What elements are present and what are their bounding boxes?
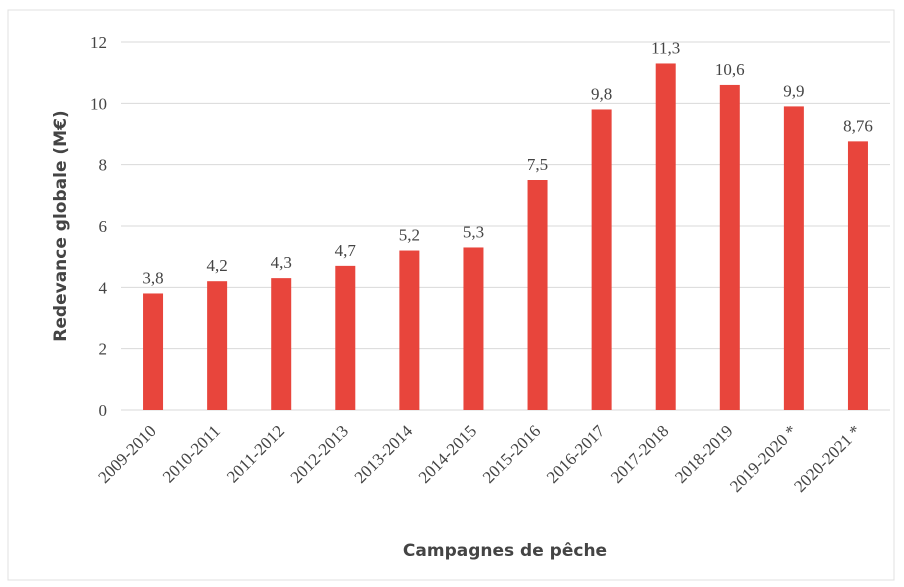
bar <box>463 247 484 410</box>
x-axis-title: Campagnes de pêche <box>403 541 607 561</box>
y-tick-label: 2 <box>99 340 108 359</box>
value-label: 11,3 <box>651 38 680 57</box>
y-tick-label: 6 <box>99 217 108 236</box>
bar <box>143 293 164 410</box>
bar <box>591 109 612 410</box>
bar <box>527 180 548 410</box>
value-label: 9,9 <box>783 81 804 100</box>
value-label: 4,2 <box>207 256 228 275</box>
bar <box>719 84 740 410</box>
value-label: 9,8 <box>591 84 612 103</box>
value-label: 10,6 <box>715 60 745 79</box>
y-tick-label: 0 <box>99 401 108 420</box>
y-axis-title: Redevance globale (M€) <box>51 110 71 341</box>
chart-frame <box>7 9 895 581</box>
y-tick-label: 4 <box>99 278 108 297</box>
bar <box>655 63 676 410</box>
value-label: 4,3 <box>271 253 292 272</box>
bar <box>335 265 356 410</box>
value-label: 5,2 <box>399 226 420 245</box>
bar <box>207 281 228 410</box>
value-label: 7,5 <box>527 155 548 174</box>
bar <box>783 106 804 411</box>
value-label: 8,76 <box>843 116 873 135</box>
bar <box>271 278 292 410</box>
value-label: 5,3 <box>463 222 484 241</box>
value-label: 3,8 <box>142 268 163 287</box>
value-label: 4,7 <box>335 241 357 260</box>
y-tick-label: 8 <box>99 156 108 175</box>
y-tick-label: 10 <box>90 94 107 113</box>
bar <box>399 250 420 410</box>
y-tick-label: 12 <box>90 33 107 52</box>
bar <box>847 141 868 411</box>
